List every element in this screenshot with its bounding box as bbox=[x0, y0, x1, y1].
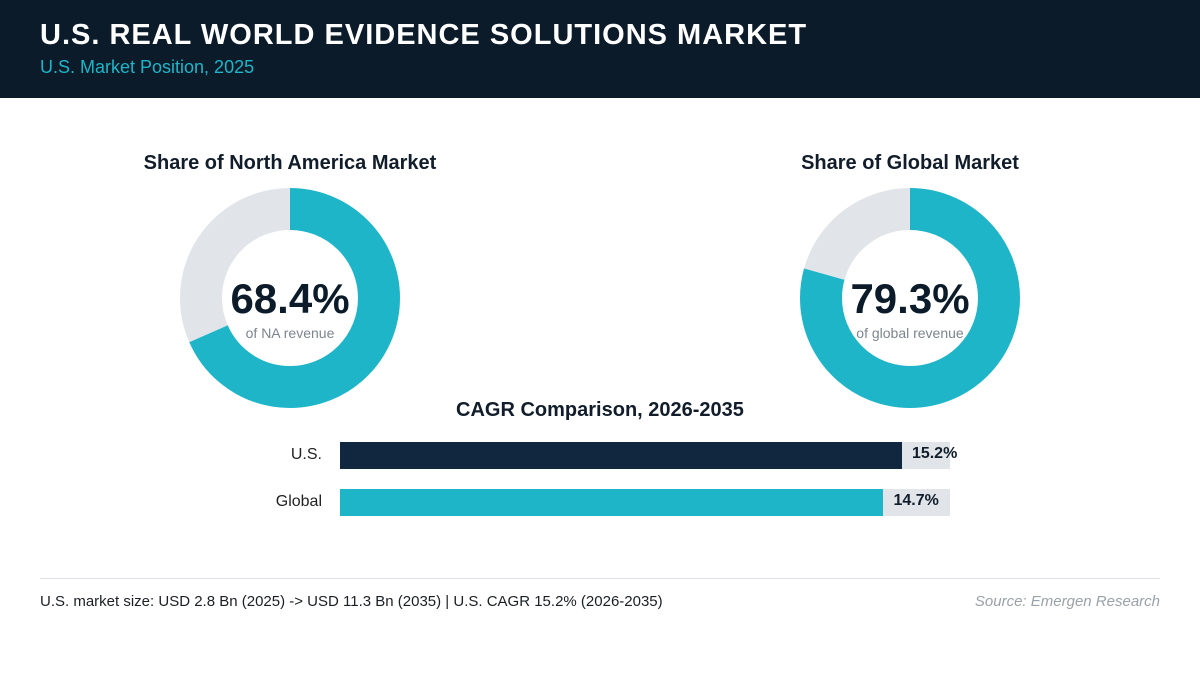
na-share-value: 68.4% bbox=[230, 275, 350, 322]
bar-track-global: 14.7% bbox=[340, 489, 950, 516]
na-share-caption: of NA revenue bbox=[245, 325, 335, 341]
bar-label-us: U.S. bbox=[290, 446, 322, 463]
bar-value-global: 14.7% bbox=[893, 492, 939, 509]
cagr-chart-title: CAGR Comparison, 2026-2035 bbox=[456, 399, 744, 421]
footer-divider bbox=[40, 578, 1160, 579]
donut-slice-rest bbox=[180, 188, 400, 408]
na-share-donut bbox=[180, 188, 400, 408]
bar-value-us: 15.2% bbox=[911, 445, 958, 462]
global-share-value: 79.3% bbox=[850, 275, 970, 322]
bar-us bbox=[340, 442, 902, 469]
bar-track-us: 15.2% bbox=[340, 442, 957, 469]
bar-global bbox=[340, 489, 884, 516]
donut-slice-share bbox=[800, 188, 1020, 408]
na-share-title: Share of North America Market bbox=[143, 152, 437, 174]
global-share-title: Share of Global Market bbox=[801, 152, 1019, 174]
page-subtitle: U.S. Market Position, 2025 bbox=[40, 57, 255, 77]
footer-note: U.S. market size: USD 2.8 Bn (2025) -> U… bbox=[40, 593, 663, 610]
bar-label-global: Global bbox=[275, 493, 322, 510]
global-share-caption: of global revenue bbox=[856, 325, 964, 341]
footer-source: Source: Emergen Research bbox=[974, 593, 1160, 610]
global-share-donut bbox=[800, 188, 1020, 408]
header-banner: U.S. REAL WORLD EVIDENCE SOLUTIONS MARKE… bbox=[0, 0, 1200, 98]
page-title: U.S. REAL WORLD EVIDENCE SOLUTIONS MARKE… bbox=[40, 19, 808, 51]
